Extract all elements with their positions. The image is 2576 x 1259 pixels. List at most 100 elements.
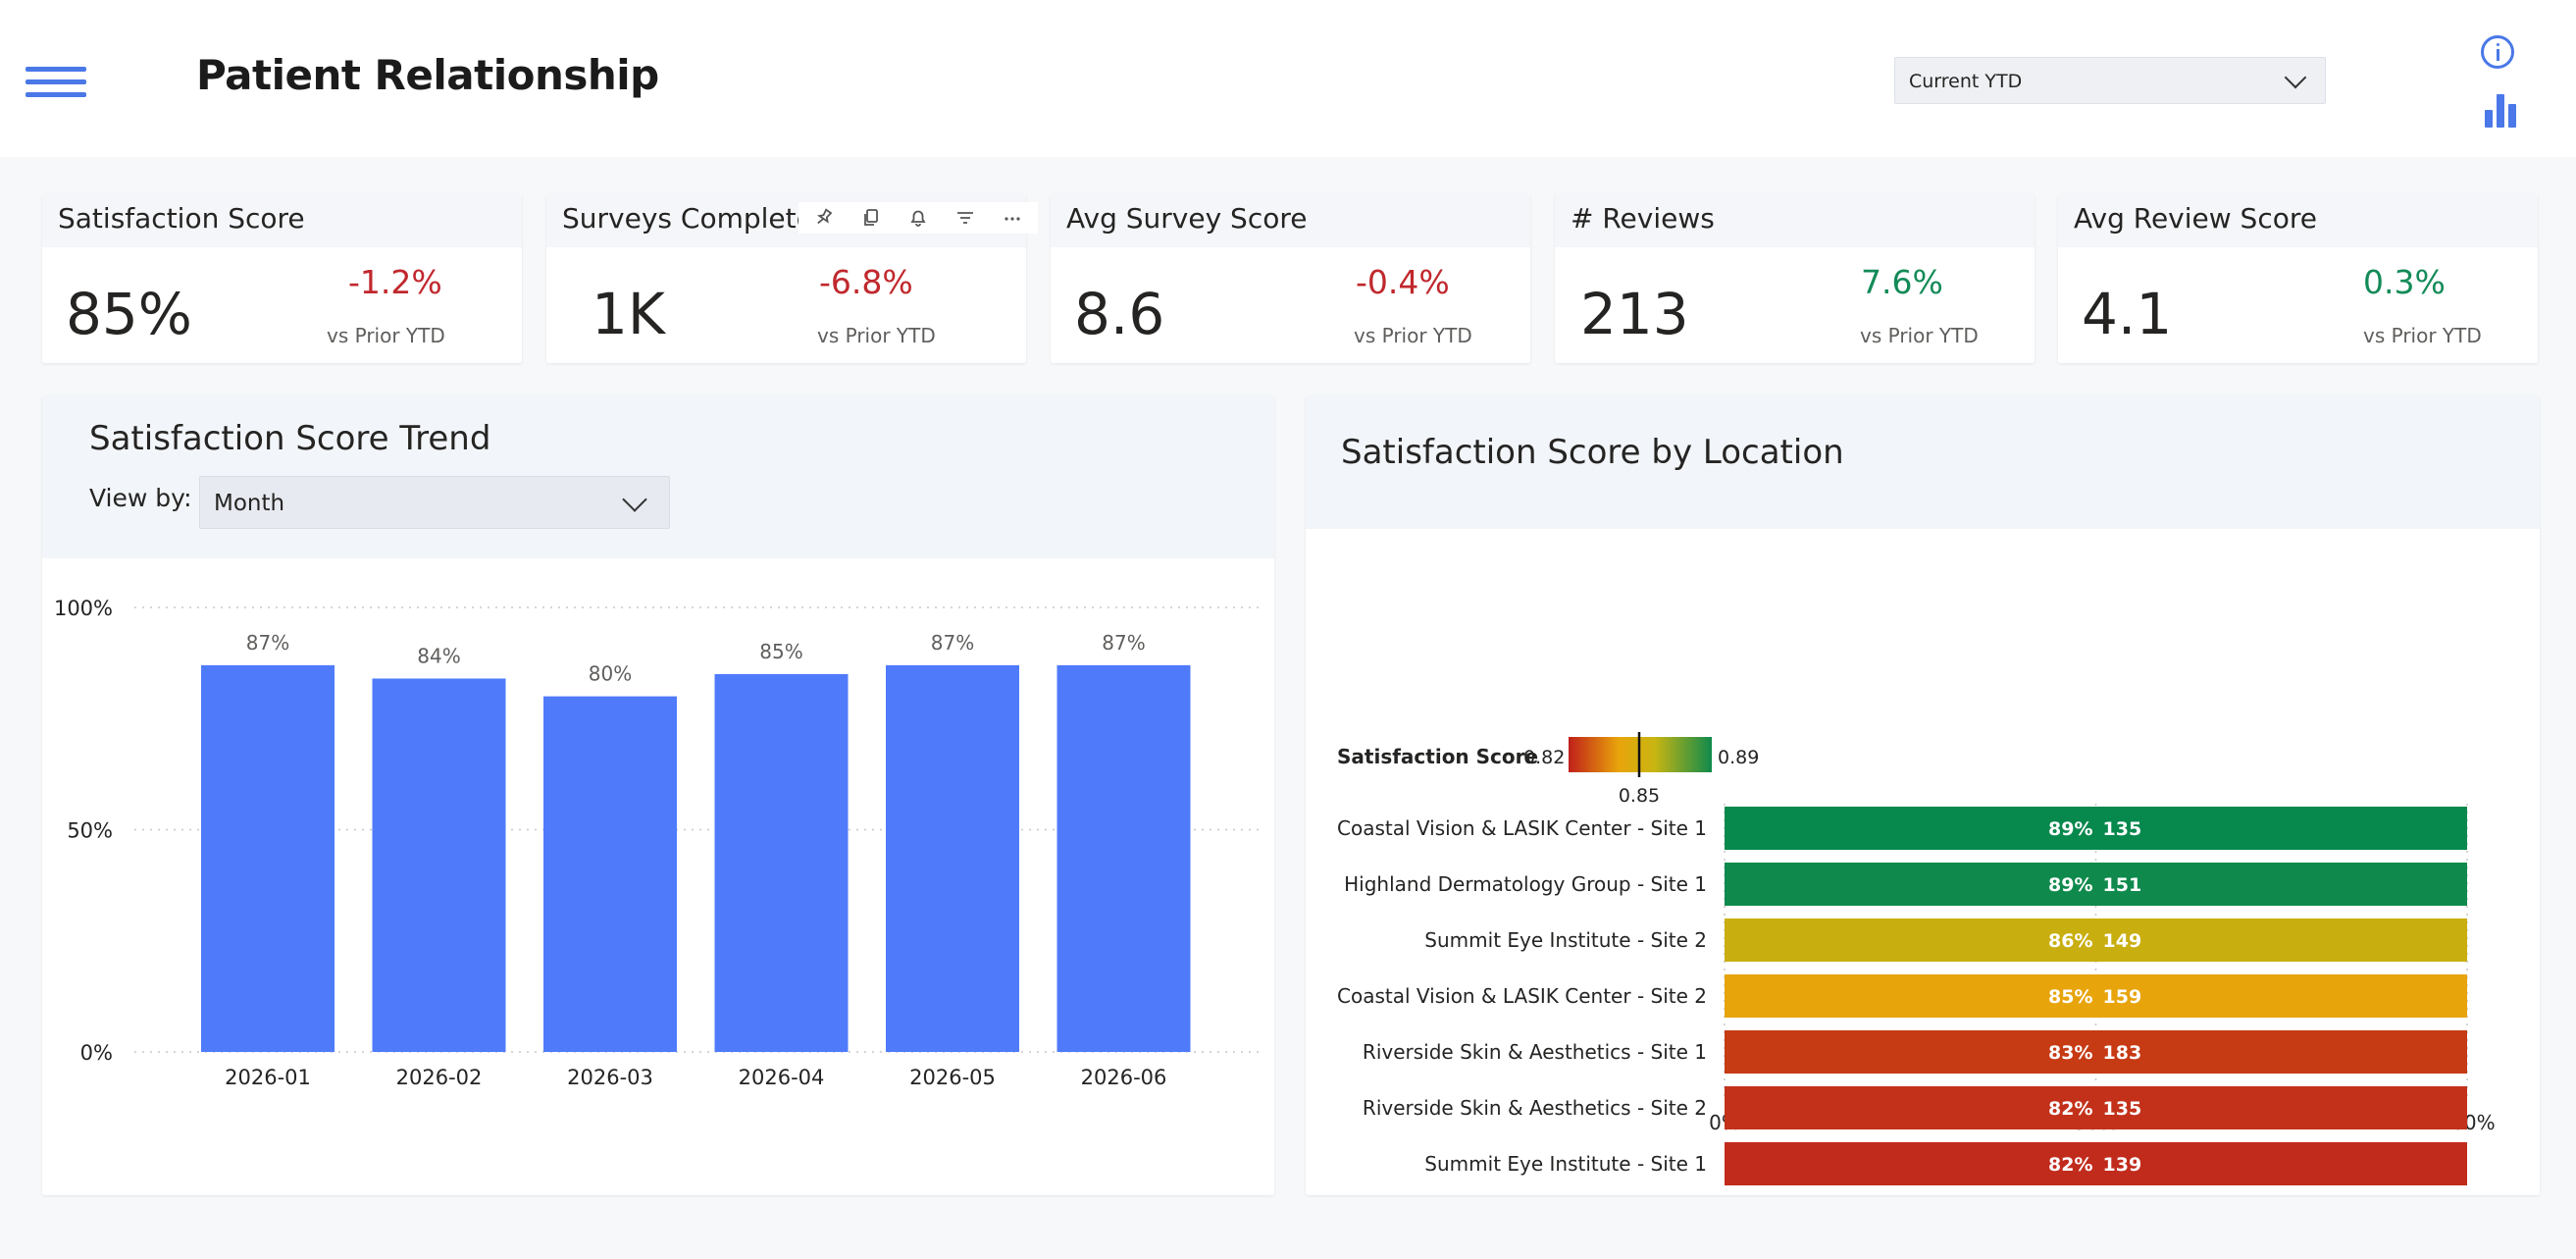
kpi-title: Avg Review Score <box>2074 202 2317 235</box>
legend-max-label: 0.89 <box>1718 747 1759 768</box>
category-label: Riverside Skin & Aesthetics - Site 2 <box>1363 1096 1707 1120</box>
x-tick-label: 2026-03 <box>567 1066 653 1089</box>
page-title: Patient Relationship <box>196 51 659 99</box>
kpi-value: 213 <box>1580 281 1689 347</box>
kpi-title: # Reviews <box>1571 202 1715 235</box>
count-label: 159 <box>2103 986 2142 1008</box>
data-label: 87% <box>1102 631 1145 655</box>
category-label: Summit Eye Institute - Site 1 <box>1424 1152 1707 1176</box>
legend-title: Satisfaction Score <box>1337 745 1538 768</box>
panel-header <box>1306 395 2540 529</box>
trend-bar-chart: 0% 50% 100% 87% 2026-01 84% 2026-02 80% 2026-03 8… <box>54 597 1264 1089</box>
satisfaction-by-location-panel: Satisfaction Score by Location Satisfact… <box>1306 395 2540 1195</box>
bar <box>1725 1086 2467 1129</box>
bar <box>1725 1142 2467 1185</box>
viewby-label: View by: <box>89 484 192 512</box>
kpi-value: 8.6 <box>1074 281 1165 347</box>
panel-title: Satisfaction Score by Location <box>1341 433 1844 472</box>
legend-min-label: 0.82 <box>1523 747 1565 768</box>
kpi-card-satisfaction-score[interactable]: Satisfaction Score 85% -1.2% vs Prior YT… <box>42 194 522 363</box>
period-dropdown[interactable]: Current YTD <box>1894 57 2326 104</box>
score-label: 89% <box>2048 818 2092 840</box>
filter-icon[interactable] <box>946 202 985 234</box>
kpi-value: 85% <box>66 281 192 347</box>
kpi-change: -6.8% <box>819 263 913 301</box>
more-options-icon[interactable] <box>993 202 1032 234</box>
kpi-card-header <box>1051 194 1530 247</box>
visual-header-toolbar <box>799 202 1038 234</box>
kpi-value: 1K <box>592 281 665 347</box>
kpi-value: 4.1 <box>2082 281 2173 347</box>
bar <box>1725 918 2467 962</box>
location-bar-chart: Satisfaction Score0.820.890.850%50%100%C… <box>1337 732 2496 1185</box>
bar <box>372 678 506 1052</box>
legend-mid-label: 0.85 <box>1619 785 1660 807</box>
kpi-title: Avg Survey Score <box>1066 202 1308 235</box>
bar <box>543 696 677 1052</box>
viewby-dropdown-value: Month <box>214 491 285 516</box>
count-label: 139 <box>2103 1154 2142 1176</box>
bar <box>1725 807 2467 850</box>
bar <box>1056 664 1191 1052</box>
kpi-card-header <box>42 194 522 247</box>
category-label: Coastal Vision & LASIK Center - Site 1 <box>1337 816 1707 840</box>
period-dropdown-value: Current YTD <box>1909 71 2023 92</box>
count-label: 151 <box>2103 874 2142 896</box>
x-tick-label: 2026-04 <box>739 1066 825 1089</box>
x-tick-label: 2026-01 <box>225 1066 311 1089</box>
kpi-card-avg-survey-score[interactable]: Avg Survey Score 8.6 -0.4% vs Prior YTD <box>1051 194 1530 363</box>
score-label: 86% <box>2048 930 2092 952</box>
kpi-change: -1.2% <box>348 263 442 301</box>
y-tick-label: 0% <box>80 1041 113 1065</box>
info-icon[interactable] <box>2481 35 2514 69</box>
bar <box>1725 974 2467 1018</box>
count-label: 149 <box>2103 930 2142 952</box>
kpi-comparison-label: vs Prior YTD <box>327 324 445 347</box>
x-tick-label: 2026-05 <box>909 1066 996 1089</box>
pin-icon[interactable] <box>804 202 844 234</box>
data-label: 87% <box>931 631 974 655</box>
bar <box>886 664 1019 1052</box>
y-tick-label: 100% <box>54 597 113 620</box>
bar <box>201 664 335 1052</box>
kpi-card-reviews[interactable]: # Reviews 213 7.6% vs Prior YTD <box>1555 194 2035 363</box>
viewby-dropdown[interactable]: Month <box>199 476 670 529</box>
data-label: 87% <box>246 631 289 655</box>
x-tick-label: 2026-02 <box>396 1066 483 1089</box>
report-header: Patient Relationship Current YTD <box>0 0 2576 157</box>
y-tick-label: 50% <box>67 819 113 843</box>
kpi-card-avg-review-score[interactable]: Avg Review Score 4.1 0.3% vs Prior YTD <box>2058 194 2538 363</box>
bar-chart-icon[interactable] <box>2485 92 2516 128</box>
panel-title: Satisfaction Score Trend <box>89 419 491 458</box>
kpi-comparison-label: vs Prior YTD <box>2363 324 2482 347</box>
bell-icon[interactable] <box>899 202 938 234</box>
score-label: 89% <box>2048 874 2092 896</box>
kpi-comparison-label: vs Prior YTD <box>817 324 936 347</box>
kpi-title: Satisfaction Score <box>58 202 305 235</box>
category-label: Highland Dermatology Group - Site 1 <box>1344 872 1707 896</box>
kpi-comparison-label: vs Prior YTD <box>1354 324 1472 347</box>
score-label: 82% <box>2048 1098 2092 1120</box>
bar <box>1725 1030 2467 1074</box>
category-label: Summit Eye Institute - Site 2 <box>1424 928 1707 952</box>
kpi-change: 0.3% <box>2363 263 2446 301</box>
data-label: 84% <box>417 644 460 667</box>
kpi-comparison-label: vs Prior YTD <box>1860 324 1979 347</box>
menu-icon[interactable] <box>26 67 86 98</box>
chevron-down-icon <box>622 487 647 512</box>
category-label: Riverside Skin & Aesthetics - Site 1 <box>1363 1040 1707 1064</box>
kpi-card-header <box>2058 194 2538 247</box>
count-label: 135 <box>2103 818 2142 840</box>
kpi-change: -0.4% <box>1356 263 1450 301</box>
data-label: 85% <box>759 640 802 663</box>
x-tick-label: 2026-06 <box>1081 1066 1167 1089</box>
score-label: 85% <box>2048 986 2092 1008</box>
kpi-change: 7.6% <box>1861 263 1943 301</box>
copy-icon[interactable] <box>851 202 891 234</box>
score-label: 83% <box>2048 1042 2092 1064</box>
chevron-down-icon <box>2284 66 2307 89</box>
count-label: 135 <box>2103 1098 2142 1120</box>
kpi-title: Surveys Completed <box>562 202 807 235</box>
category-label: Coastal Vision & LASIK Center - Site 2 <box>1337 984 1707 1008</box>
bar <box>714 673 849 1052</box>
